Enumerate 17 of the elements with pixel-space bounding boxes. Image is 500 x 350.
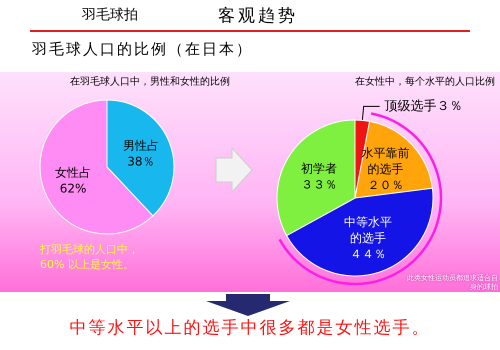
text: 羽毛球人口的比例（在日本） bbox=[32, 40, 253, 59]
slice-label: 女性占 bbox=[55, 165, 92, 180]
text: 中等水平以上的选手中很多都是女性选手。 bbox=[68, 317, 432, 339]
data-label: 62% bbox=[60, 181, 86, 196]
slice-label: 初学者 bbox=[300, 162, 337, 176]
text: 羽毛球拍 bbox=[82, 6, 138, 24]
chart-title: 在羽毛球人口中，男性和女性的比例 bbox=[70, 76, 230, 88]
slice-label: 顶级选手３％ bbox=[384, 98, 463, 114]
data-label: ４４％ bbox=[350, 246, 386, 261]
slice-label: 中等水平的选手 bbox=[344, 214, 392, 245]
data-label: ３３％ bbox=[300, 178, 337, 192]
slice-label: 男性占 bbox=[122, 138, 159, 153]
data-label: 38％ bbox=[127, 154, 155, 169]
chart-title: 在女性中，每个水平的人口比例 bbox=[355, 76, 495, 88]
text: 客观趋势 bbox=[218, 5, 298, 27]
data-label: ２０％ bbox=[368, 178, 404, 192]
text: 打羽毛球的人口中， 60% 以上是女性。 bbox=[40, 242, 139, 272]
